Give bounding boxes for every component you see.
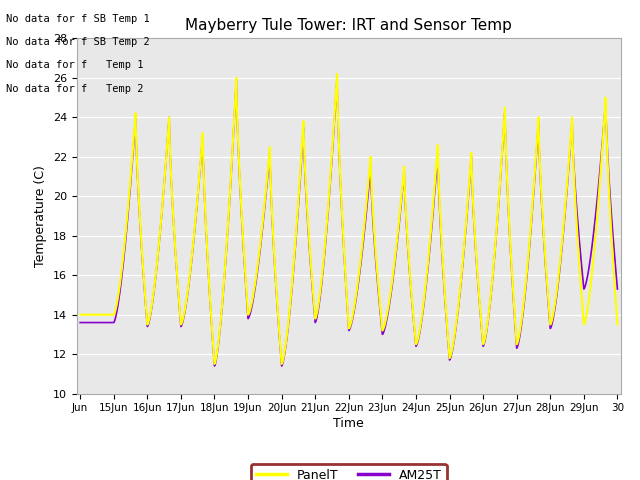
PanelT — [112, 305, 120, 311]
PanelT — [153, 264, 161, 270]
PanelT — [546, 313, 554, 319]
PanelT — [614, 322, 621, 327]
AM25T — [211, 363, 218, 369]
AM25T — [112, 312, 120, 318]
Text: No data for f   Temp 2: No data for f Temp 2 — [6, 84, 144, 94]
Title: Mayberry Tule Tower: IRT and Sensor Temp: Mayberry Tule Tower: IRT and Sensor Temp — [186, 18, 512, 33]
Y-axis label: Temperature (C): Temperature (C) — [35, 165, 47, 267]
Text: No data for f   Temp 1: No data for f Temp 1 — [6, 60, 144, 71]
PanelT — [333, 71, 341, 77]
AM25T — [376, 302, 383, 308]
PanelT — [76, 312, 84, 318]
AM25T — [614, 286, 621, 292]
PanelT — [384, 306, 392, 312]
PanelT — [376, 297, 383, 302]
Line: AM25T: AM25T — [80, 78, 618, 366]
AM25T — [333, 75, 341, 81]
AM25T — [245, 314, 253, 320]
PanelT — [245, 311, 253, 316]
AM25T — [546, 317, 554, 323]
X-axis label: Time: Time — [333, 418, 364, 431]
AM25T — [384, 310, 392, 315]
AM25T — [76, 320, 84, 325]
PanelT — [211, 361, 218, 367]
Line: PanelT: PanelT — [80, 74, 618, 364]
Text: No data for f SB Temp 2: No data for f SB Temp 2 — [6, 37, 150, 48]
Legend: PanelT, AM25T: PanelT, AM25T — [251, 464, 447, 480]
Text: No data for f SB Temp 1: No data for f SB Temp 1 — [6, 14, 150, 24]
AM25T — [153, 266, 161, 272]
